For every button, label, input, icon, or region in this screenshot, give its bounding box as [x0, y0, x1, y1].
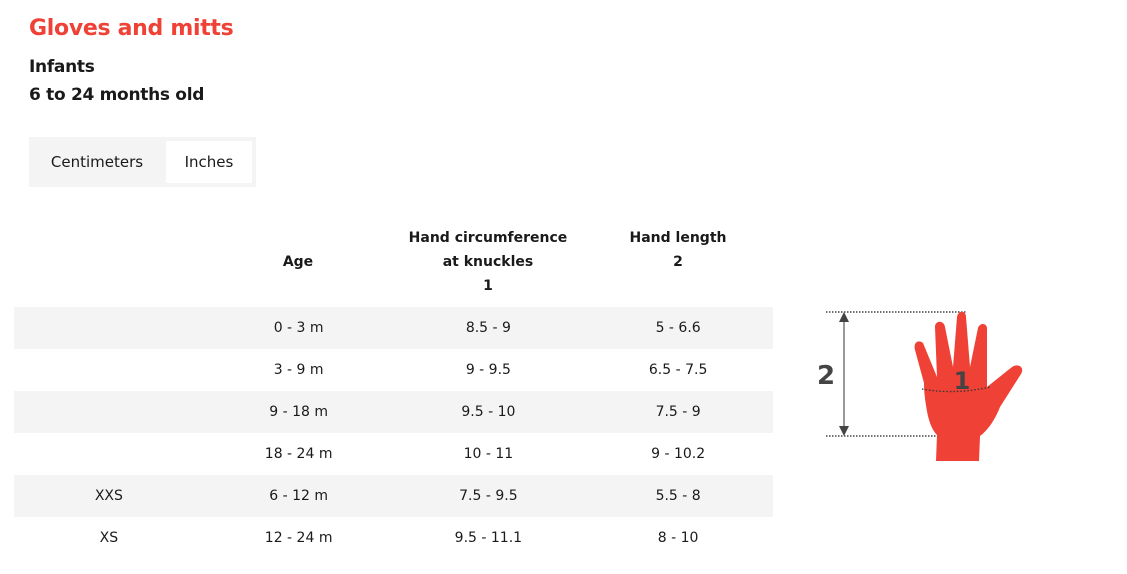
cell-age: 0 - 3 m — [273, 320, 324, 336]
header-circumference: Hand circumference at knuckles 1 — [393, 222, 583, 302]
cell-circumference: 8.5 - 9 — [465, 320, 511, 336]
table-row: XXS 6 - 12 m 7.5 - 9.5 5.5 - 8 — [14, 475, 773, 517]
cell-length: 5.5 - 8 — [655, 488, 701, 504]
table-header: Age Hand circumference at knuckles 1 Hand … — [14, 222, 773, 302]
header-line: 1 — [483, 278, 493, 294]
unit-centimeters-button[interactable]: Centimeters — [50, 153, 144, 171]
cell-age: 6 - 12 m — [269, 488, 328, 504]
cell-length: 7.5 - 9 — [655, 404, 701, 420]
header-age-label: Age — [282, 254, 314, 270]
header-line: Hand circumference — [408, 230, 568, 246]
header-line: Hand length — [629, 230, 727, 246]
subtitle-age-range: 6 to 24 months old — [29, 85, 205, 105]
hand-icon — [914, 311, 1023, 461]
cell-length: 6.5 - 7.5 — [648, 362, 708, 378]
cell-size: XS — [99, 530, 119, 546]
cell-circumference: 9.5 - 10 — [461, 404, 516, 420]
cell-age: 9 - 18 m — [269, 404, 328, 420]
page-title: Gloves and mitts — [29, 16, 234, 41]
cell-age: 3 - 9 m — [273, 362, 324, 378]
table-row: 18 - 24 m 10 - 11 9 - 10.2 — [14, 433, 773, 475]
cell-circumference: 9.5 - 11.1 — [454, 530, 523, 546]
length-label: 2 — [817, 361, 835, 391]
cell-size: XXS — [94, 488, 123, 504]
table-row: XS 12 - 24 m 9.5 - 11.1 8 - 10 — [14, 517, 773, 559]
header-line: 2 — [673, 254, 683, 270]
cell-length: 5 - 6.6 — [655, 320, 701, 336]
table-row: 3 - 9 m 9 - 9.5 6.5 - 7.5 — [14, 349, 773, 391]
header-age: Age — [203, 222, 393, 302]
table-row: 0 - 3 m 8.5 - 9 5 - 6.6 — [14, 307, 773, 349]
unit-inches-button[interactable]: Inches — [166, 141, 252, 183]
cell-circumference: 9 - 9.5 — [465, 362, 511, 378]
header-length: Hand length 2 — [583, 210, 773, 290]
cell-age: 18 - 24 m — [264, 446, 333, 462]
circumference-label: 1 — [954, 367, 971, 395]
cell-age: 12 - 24 m — [264, 530, 333, 546]
hand-measurement-diagram: 1 2 — [817, 311, 1023, 461]
cell-length: 9 - 10.2 — [651, 446, 706, 462]
cell-length: 8 - 10 — [657, 530, 699, 546]
header-line: at knuckles — [442, 254, 534, 270]
table-row: 9 - 18 m 9.5 - 10 7.5 - 9 — [14, 391, 773, 433]
subtitle-category: Infants — [29, 57, 95, 77]
arrow-down-icon — [839, 426, 849, 436]
arrow-up-icon — [839, 312, 849, 322]
cell-circumference: 7.5 - 9.5 — [459, 488, 518, 504]
size-table-body: 0 - 3 m 8.5 - 9 5 - 6.6 3 - 9 m 9 - 9.5 6.5 -… — [14, 307, 773, 559]
cell-circumference: 10 - 11 — [463, 446, 514, 462]
unit-toggle: Centimeters Inches — [29, 137, 256, 187]
